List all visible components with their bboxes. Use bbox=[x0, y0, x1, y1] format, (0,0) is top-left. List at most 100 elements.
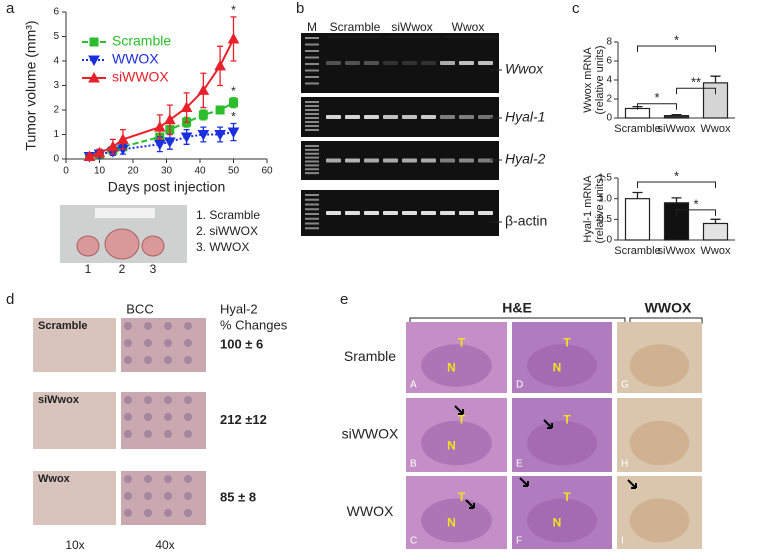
gel-band bbox=[421, 158, 436, 163]
tumor-number: 3 bbox=[150, 262, 157, 276]
gel-band bbox=[440, 158, 455, 163]
gel-band bbox=[364, 61, 379, 65]
gel-band bbox=[440, 115, 455, 119]
ladder-band bbox=[305, 101, 319, 103]
nucleus bbox=[144, 339, 152, 347]
region-mark: T bbox=[458, 412, 466, 426]
nucleus bbox=[124, 322, 132, 330]
y-tick-label: 5 bbox=[53, 31, 59, 42]
x-tick-label: 20 bbox=[127, 166, 139, 177]
bcc-change: 212 ±12 bbox=[220, 412, 267, 427]
ladder-band bbox=[305, 164, 319, 167]
gel-band bbox=[345, 115, 360, 119]
bcc-row-label: Scramble bbox=[38, 320, 88, 332]
marker bbox=[89, 37, 99, 47]
gel-band bbox=[478, 61, 493, 65]
ladder-band bbox=[305, 194, 319, 196]
tissue-region bbox=[421, 344, 492, 387]
ladder-band bbox=[305, 152, 319, 155]
bcc-header: Hyal-2 bbox=[220, 301, 258, 316]
nucleus bbox=[164, 475, 172, 483]
ladder-band bbox=[305, 203, 319, 206]
lane-label: siWwox bbox=[391, 20, 432, 34]
region-mark: T bbox=[563, 412, 571, 426]
y-tick-label: 6 bbox=[606, 56, 612, 67]
significance-mark: * bbox=[693, 196, 698, 211]
marker bbox=[153, 139, 166, 151]
gene-label: Hyal-2 bbox=[505, 151, 546, 167]
arrow bbox=[627, 479, 637, 489]
significance-mark: ** bbox=[691, 75, 701, 90]
panel-letter: I bbox=[621, 536, 624, 547]
nucleus bbox=[124, 475, 132, 483]
tumor-legend: 2. siWWOX bbox=[196, 224, 258, 238]
y-tick-label: 3 bbox=[53, 80, 59, 91]
ladder-band bbox=[305, 145, 319, 147]
panel-label: d bbox=[6, 291, 14, 308]
marker bbox=[180, 132, 193, 143]
micrograph-10x bbox=[33, 318, 116, 372]
significance-bracket bbox=[637, 103, 677, 110]
nucleus bbox=[124, 509, 132, 517]
x-tick-label: 30 bbox=[161, 166, 173, 177]
y-tick-label: 0 bbox=[53, 154, 59, 165]
histology-row-label: WWOX bbox=[347, 503, 394, 519]
histology-header: WWOX bbox=[645, 300, 692, 316]
nucleus bbox=[184, 339, 192, 347]
marker bbox=[107, 140, 119, 152]
gel-band bbox=[402, 158, 417, 163]
gel-band bbox=[421, 115, 436, 119]
nucleus bbox=[144, 322, 152, 330]
ladder-band bbox=[305, 172, 319, 175]
series-line bbox=[89, 131, 234, 158]
panel-label: b bbox=[296, 0, 304, 17]
error-bar bbox=[671, 197, 682, 203]
bar bbox=[624, 198, 651, 241]
bar bbox=[624, 107, 651, 119]
ladder-band bbox=[305, 109, 319, 111]
micrograph-10x bbox=[33, 392, 116, 449]
lane-label: Wwox bbox=[452, 20, 485, 34]
nucleus bbox=[144, 396, 152, 404]
gel-band bbox=[383, 115, 398, 119]
micrograph-10x bbox=[33, 471, 116, 525]
nucleus bbox=[184, 492, 192, 500]
nucleus bbox=[164, 430, 172, 438]
marker bbox=[197, 84, 210, 95]
ladder-band bbox=[305, 208, 319, 211]
error-bar bbox=[710, 75, 721, 83]
ladder-band bbox=[305, 76, 319, 78]
nucleus bbox=[144, 475, 152, 483]
y-axis-label: Hyal-1 mRNA bbox=[582, 175, 594, 243]
x-tick-label: 60 bbox=[261, 166, 273, 177]
gene-label: β-actin bbox=[505, 213, 547, 229]
bar bbox=[702, 222, 729, 241]
marker bbox=[93, 146, 106, 158]
nucleus bbox=[144, 356, 152, 364]
y-tick-label: 0.5 bbox=[598, 214, 612, 225]
tissue-region bbox=[527, 498, 597, 543]
tumor bbox=[76, 235, 100, 257]
x-tick-label: 50 bbox=[228, 166, 240, 177]
gel-band bbox=[478, 158, 493, 163]
x-tick-label: Scramble bbox=[614, 123, 660, 135]
x-tick-label: 40 bbox=[194, 166, 206, 177]
ladder-band bbox=[305, 227, 319, 230]
nucleus bbox=[164, 322, 172, 330]
region-mark: N bbox=[447, 516, 456, 530]
bcc-row-label: Wwox bbox=[38, 473, 71, 485]
gel-band bbox=[402, 115, 417, 119]
y-axis-label: (relative units) bbox=[594, 174, 606, 243]
bcc-change: 85 ± 8 bbox=[220, 489, 256, 504]
ladder-band bbox=[305, 121, 319, 123]
ladder-band bbox=[305, 63, 319, 65]
legend-label: Scramble bbox=[112, 33, 171, 49]
y-tick-label: 1 bbox=[53, 129, 59, 140]
tumor bbox=[104, 228, 140, 260]
nucleus bbox=[124, 396, 132, 404]
gel-band bbox=[459, 61, 474, 65]
nucleus bbox=[124, 430, 132, 438]
significance-bracket bbox=[676, 87, 716, 95]
